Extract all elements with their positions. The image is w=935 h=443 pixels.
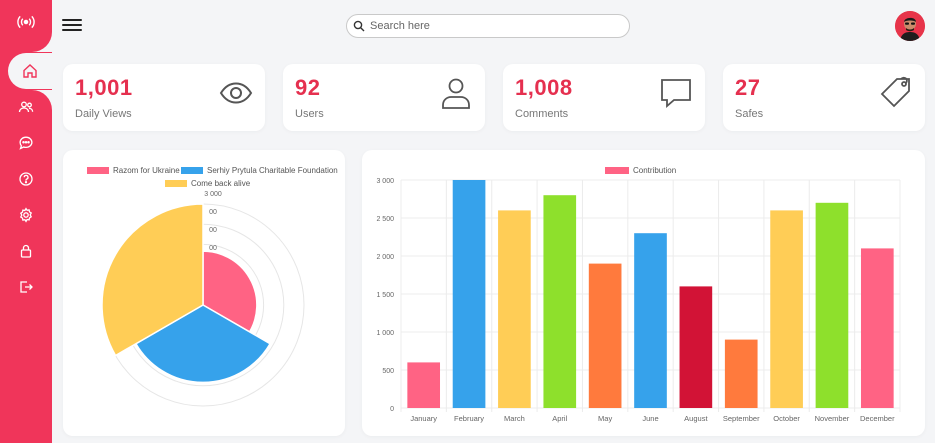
y-tick-label: 2 500 xyxy=(376,216,394,223)
y-tick-label: 2 000 xyxy=(376,254,394,261)
bar[interactable] xyxy=(815,202,849,408)
sidebar-curve-top xyxy=(32,32,52,52)
bar[interactable] xyxy=(679,286,713,408)
chat-bubble-icon xyxy=(19,136,33,150)
legend-label: Come back alive xyxy=(191,179,251,188)
stat-card-users: 92 Users xyxy=(283,64,485,131)
search-input[interactable] xyxy=(370,20,620,32)
sidebar-item-help[interactable] xyxy=(0,161,52,197)
x-tick-label: January xyxy=(410,414,437,423)
bar[interactable] xyxy=(724,339,758,408)
lock-icon xyxy=(20,244,32,258)
sidebar-curve-bottom xyxy=(32,90,52,110)
sidebar-item-settings[interactable] xyxy=(0,197,52,233)
bar[interactable] xyxy=(452,180,486,408)
sidebar-item-logout[interactable] xyxy=(0,269,52,305)
polar-segment[interactable] xyxy=(202,250,258,333)
stat-card-daily-views: 1,001 Daily Views xyxy=(63,64,265,131)
y-tick-label: 1 000 xyxy=(376,330,394,337)
x-tick-label: December xyxy=(860,414,895,423)
polar-area-chart: 3 000 00 00 00 xyxy=(101,191,305,407)
stat-label: Comments xyxy=(515,108,569,120)
y-tick-label: 0 xyxy=(390,406,394,413)
sidebar xyxy=(0,0,52,443)
legend-label: Razom for Ukraine xyxy=(113,166,180,175)
polar-tick-label: 3 000 xyxy=(204,191,222,198)
avatar[interactable] xyxy=(895,11,925,41)
sidebar-item-lock[interactable] xyxy=(0,233,52,269)
legend-label[interactable]: Contribution xyxy=(633,166,676,175)
x-tick-label: August xyxy=(684,414,708,423)
bar[interactable] xyxy=(407,362,441,408)
bar[interactable] xyxy=(634,233,667,408)
x-tick-label: April xyxy=(552,414,567,423)
polar-chart-panel: Razom for Ukraine Serhiy Prytula Charita… xyxy=(63,150,345,436)
polar-segment[interactable] xyxy=(134,304,272,384)
legend-item[interactable]: Razom for Ukraine xyxy=(87,166,180,175)
legend-item[interactable]: Serhiy Prytula Charitable Foundation xyxy=(181,166,338,175)
gear-icon xyxy=(19,207,33,223)
bar-chart-panel: Contribution 0 500 1 000 1 500 2 000 2 500 3 00… xyxy=(362,150,925,436)
user-avatar-image xyxy=(895,11,925,41)
hamburger-menu-icon[interactable] xyxy=(62,16,82,34)
search-bar xyxy=(346,14,630,38)
stat-value: 92 xyxy=(295,75,321,100)
x-tick-label: May xyxy=(598,414,612,423)
legend-swatch xyxy=(605,167,629,174)
logout-icon xyxy=(20,281,33,293)
legend-swatch xyxy=(181,167,203,174)
bar[interactable] xyxy=(498,210,531,408)
bar[interactable] xyxy=(770,210,803,408)
x-tick-label: September xyxy=(723,414,760,423)
user-icon xyxy=(442,78,470,109)
bar[interactable] xyxy=(860,248,894,408)
y-tick-label: 1 500 xyxy=(376,292,394,299)
legend-item[interactable]: Come back alive xyxy=(165,179,250,188)
search-icon xyxy=(353,20,365,32)
polar-tick-label: 00 xyxy=(209,209,217,216)
stat-label: Users xyxy=(295,108,324,120)
bar[interactable] xyxy=(543,195,577,408)
sidebar-item-users[interactable] xyxy=(0,89,52,125)
home-icon xyxy=(23,64,37,78)
polar-tick-label: 00 xyxy=(209,245,217,252)
stat-value: 27 xyxy=(735,75,761,100)
bar[interactable] xyxy=(588,263,622,408)
broadcast-logo-icon xyxy=(0,0,52,44)
stat-card-safes: 27 Safes xyxy=(723,64,925,131)
comment-icon xyxy=(661,79,691,108)
x-tick-label: March xyxy=(504,414,525,423)
sidebar-item-messages[interactable] xyxy=(0,125,52,161)
y-tick-label: 500 xyxy=(382,368,394,375)
stat-value: 1,001 xyxy=(75,75,133,100)
stat-value: 1,008 xyxy=(515,75,573,100)
polar-segment[interactable] xyxy=(101,203,204,357)
contribution-bar-chart: Contribution 0 500 1 000 1 500 2 000 2 500 3 00… xyxy=(376,166,901,423)
help-icon xyxy=(19,172,33,186)
legend-swatch xyxy=(87,167,109,174)
x-tick-label: February xyxy=(454,414,484,423)
stat-label: Daily Views xyxy=(75,108,132,120)
x-tick-label: November xyxy=(815,414,850,423)
polar-tick-label: 00 xyxy=(209,227,217,234)
eye-icon xyxy=(219,82,253,104)
users-icon xyxy=(18,101,34,113)
x-tick-label: October xyxy=(773,414,800,423)
legend-swatch xyxy=(165,180,187,187)
tag-icon xyxy=(880,76,910,108)
sidebar-item-home[interactable] xyxy=(8,53,52,89)
stat-card-comments: 1,008 Comments xyxy=(503,64,705,131)
legend-label: Serhiy Prytula Charitable Foundation xyxy=(207,166,338,175)
y-tick-label: 3 000 xyxy=(376,178,394,185)
x-tick-label: June xyxy=(642,414,658,423)
stat-label: Safes xyxy=(735,108,764,120)
